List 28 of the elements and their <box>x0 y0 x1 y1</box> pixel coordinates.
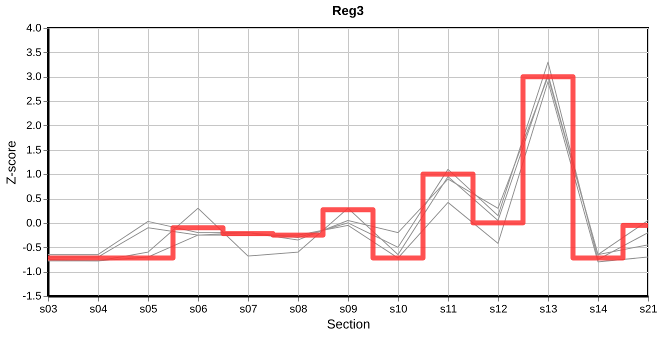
x-tick-label: s21 <box>640 304 658 316</box>
x-tick-label: s05 <box>140 304 158 316</box>
x-tick-label: s11 <box>440 304 457 316</box>
x-tick-label: s10 <box>390 304 408 316</box>
y-tick-label: 3.5 <box>26 46 42 59</box>
y-tick-label: 3.0 <box>26 71 42 84</box>
y-tick-label: 4.0 <box>26 22 42 34</box>
y-tick-label: -0.5 <box>22 242 42 254</box>
y-tick-label: 0.5 <box>26 193 42 206</box>
x-tick-label: s13 <box>540 304 558 316</box>
y-tick-label: 1.0 <box>26 168 42 181</box>
x-tick-label: s14 <box>590 304 608 316</box>
x-tick-label: s07 <box>240 304 258 316</box>
x-tick-label: s08 <box>290 304 308 316</box>
x-tick-label: s09 <box>340 304 358 316</box>
y-axis-title: Z-score <box>4 140 19 185</box>
y-tick-label: 1.5 <box>26 144 42 156</box>
y-tick-label: 0.0 <box>26 217 42 230</box>
x-tick-label: s12 <box>490 304 508 316</box>
y-tick-label: -1.5 <box>22 290 42 302</box>
y-tick-label: 2.5 <box>26 96 42 108</box>
x-tick-label: s06 <box>190 304 208 316</box>
y-tick-label: -1.0 <box>22 266 42 278</box>
chart-title: Reg3 <box>332 3 364 18</box>
x-tick-label: s04 <box>90 304 108 316</box>
x-tick-label: s03 <box>40 304 58 316</box>
x-axis-title: Section <box>326 316 370 332</box>
y-tick-label: 2.0 <box>26 120 42 132</box>
